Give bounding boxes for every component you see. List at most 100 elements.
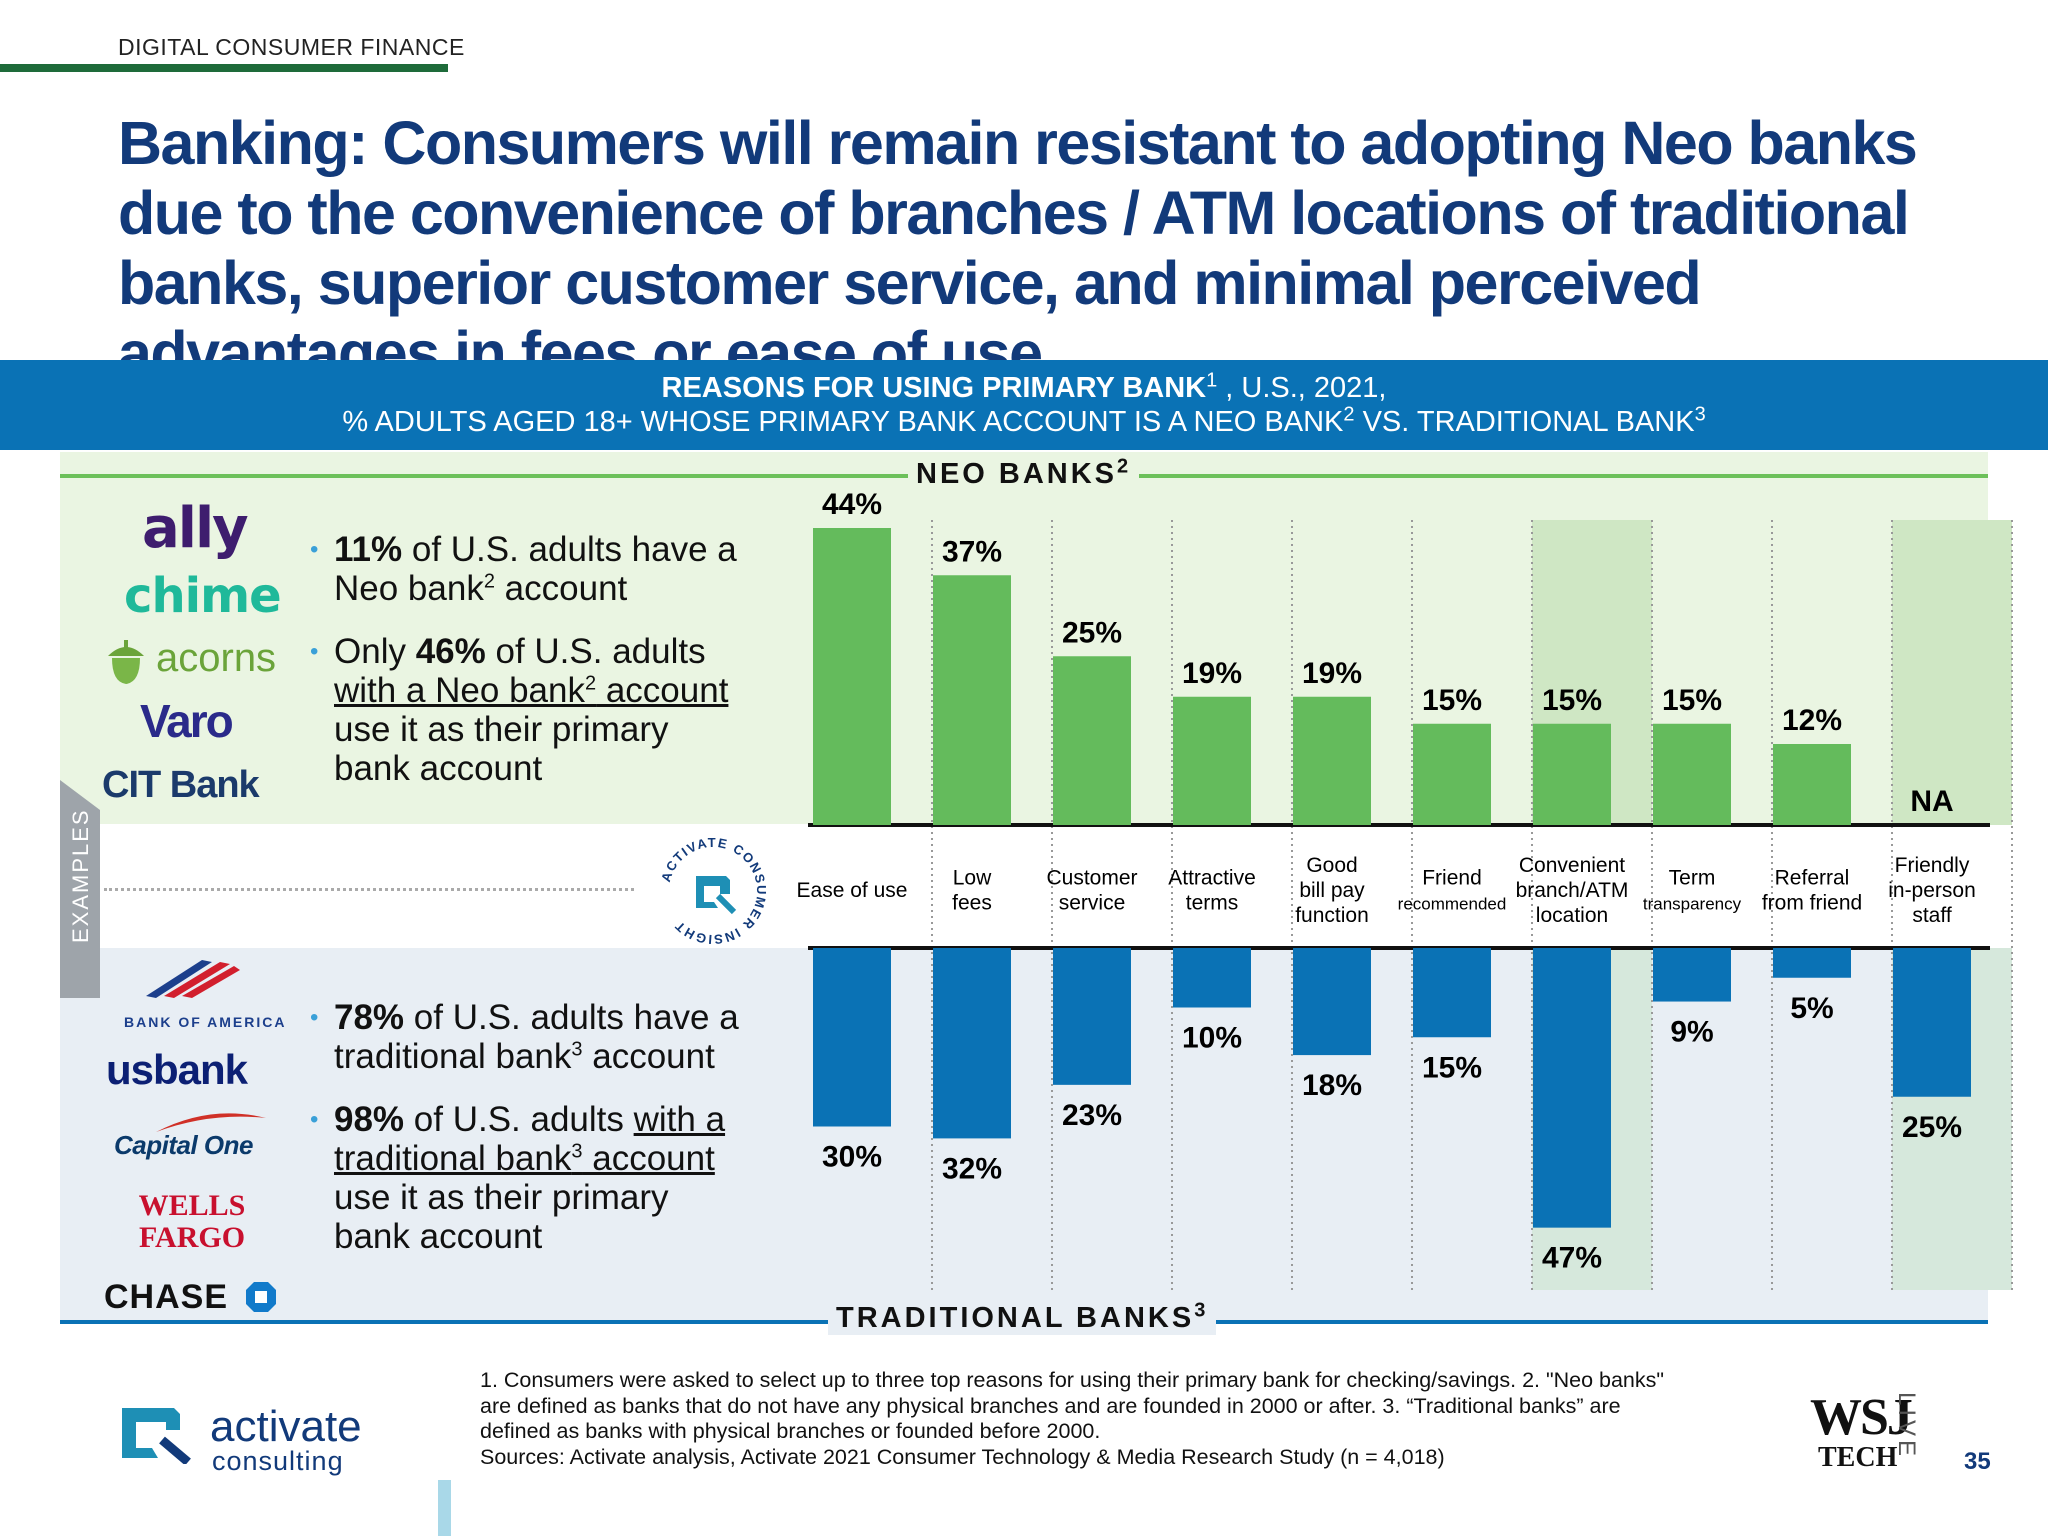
trad-bullet-2-value: 98% <box>334 1100 405 1139</box>
trad-bullet-1-end: account <box>582 1037 715 1076</box>
trad-bullet-2-line4: bank account <box>334 1217 543 1256</box>
trad-bullet-1: • 78% of U.S. adults have a <box>310 998 739 1037</box>
chart-banner: REASONS FOR USING PRIMARY BANK1 , U.S., … <box>0 360 2048 450</box>
traditional-bar-label: 30% <box>822 1141 882 1174</box>
neo-bar-label: 25% <box>1062 616 1122 649</box>
trad-bullet-2-line2: traditional bank3 account <box>334 1139 739 1178</box>
trad-bullet-2: • 98% of U.S. adults with a <box>310 1100 739 1139</box>
traditional-bar <box>1893 948 1971 1097</box>
neo-bar-label: 19% <box>1182 657 1242 690</box>
traditional-bar-label: 23% <box>1062 1099 1122 1132</box>
trad-bullet-2-sup: 3 <box>571 1140 583 1163</box>
category-label-line: recommended <box>1398 895 1507 914</box>
neo-bullet-2-line2: with a Neo bank2 account <box>334 671 737 710</box>
activate-brand-sub: consulting <box>212 1446 344 1476</box>
neo-bullet-2-line2-end: account <box>596 671 729 710</box>
category-label-line: Friend <box>1422 867 1482 890</box>
neo-bullet-1-sup: 2 <box>483 570 495 593</box>
traditional-bar <box>1413 948 1491 1038</box>
traditional-bar <box>1533 948 1611 1228</box>
traditional-bar <box>1173 948 1251 1008</box>
trad-bullet-1-line2-text: traditional bank <box>334 1037 572 1076</box>
capital-one-logo: Capital One <box>114 1130 253 1160</box>
cit-bank-logo: CIT Bank <box>102 764 260 806</box>
neo-bar-label: 15% <box>1422 684 1482 717</box>
wells-fargo-logo: WELLS FARGO <box>138 1189 246 1254</box>
traditional-bar <box>933 948 1011 1139</box>
neo-bar <box>1533 723 1611 825</box>
neo-bullet-2-line3: use it as their primary <box>334 710 669 749</box>
neo-bullet-2-value: 46% <box>415 632 486 671</box>
trad-bullet-1-sup: 3 <box>571 1038 583 1061</box>
category-label: Ease of use <box>797 879 908 902</box>
category-label-line: service <box>1059 892 1126 915</box>
traditional-bullets: • 78% of U.S. adults have a traditional b… <box>310 998 739 1256</box>
bullet-dot: • <box>310 1106 319 1133</box>
category-label-line: Attractive <box>1168 867 1256 890</box>
neo-bullet-1: • 11% of U.S. adults have a <box>310 530 737 569</box>
neo-bar-label: 15% <box>1662 684 1722 717</box>
neo-bullet-1-text: of U.S. adults have a <box>402 530 737 569</box>
neo-banks-label-text: NEO BANKS <box>916 458 1118 490</box>
wsj-logo: WSJ <box>1810 1389 1913 1446</box>
chase-octagon-icon <box>246 1282 276 1312</box>
neo-banks-label: NEO BANKS2 <box>908 455 1140 491</box>
traditional-bar-label: 15% <box>1422 1051 1482 1084</box>
neo-banks-label-sup: 2 <box>1117 455 1132 478</box>
footnote-line-3: defined as banks with physical branches … <box>480 1419 1101 1443</box>
bullet-dot: • <box>310 638 319 665</box>
neo-bar <box>813 528 891 825</box>
neo-bullet-2-pre: Only <box>334 632 416 671</box>
category-label-line: Customer <box>1046 867 1137 890</box>
neo-bar <box>1293 696 1371 825</box>
neo-bullet-1-line2-text: Neo bank <box>334 569 484 608</box>
activate-logo-icon <box>122 1408 191 1464</box>
traditional-bar <box>1773 948 1851 978</box>
neo-bar-label: NA <box>1910 785 1953 818</box>
banner-sub-sup2: 3 <box>1694 403 1706 426</box>
category-label-line: Convenient <box>1519 854 1625 877</box>
ally-logo: ally <box>142 496 249 561</box>
bottom-accent-bar <box>438 1480 451 1536</box>
trad-bullet-2-line2-end: account <box>582 1139 715 1178</box>
footnote-line-1: 1. Consumers were asked to select up to … <box>480 1368 1665 1392</box>
category-label-line: branch/ATM <box>1516 879 1629 902</box>
category-label: Term transparency <box>1643 867 1742 914</box>
traditional-bar-label: 10% <box>1182 1022 1242 1055</box>
banner-title-sup: 1 <box>1206 369 1218 392</box>
neo-bullet-2-line4: bank account <box>334 749 543 788</box>
footnote-sources: Sources: Activate analysis, Activate 202… <box>480 1444 1445 1469</box>
neo-bar-label: 37% <box>942 535 1002 568</box>
trad-bullet-2-text: of U.S. adults <box>404 1100 634 1139</box>
neo-bullet-2-text: of U.S. adults <box>485 632 706 671</box>
section-rule <box>0 64 448 72</box>
category-label: Low fees <box>952 867 992 915</box>
category-label-line: Ease of use <box>797 879 908 902</box>
category-label-line: Term <box>1669 867 1716 890</box>
banner-title-main: REASONS FOR USING PRIMARY BANK <box>661 372 1207 404</box>
insight-badge: ACTIVATE CONSUMER INSIGHT <box>658 835 768 947</box>
neo-bar <box>933 575 1011 825</box>
traditional-banks-label-sup: 3 <box>1194 1299 1209 1322</box>
usbank-logo: usbank <box>106 1046 248 1093</box>
category-label-line: bill pay <box>1299 879 1365 902</box>
banner-title-rest: , U.S., 2021, <box>1217 372 1387 404</box>
trad-bullet-2-line2-text: traditional bank <box>334 1139 572 1178</box>
category-label-line: Low <box>953 867 992 890</box>
banner-line-1: REASONS FOR USING PRIMARY BANK1 , U.S., … <box>0 369 2048 405</box>
category-label: Good bill pay function <box>1295 854 1369 927</box>
bullet-dot: • <box>310 1004 319 1031</box>
category-label: Friend recommended <box>1398 867 1507 914</box>
trad-bullet-1-line2: traditional bank3 account <box>334 1037 739 1076</box>
activate-brand-name: activate <box>210 1402 362 1451</box>
category-label-line: Good <box>1306 854 1357 877</box>
traditional-bar-label: 18% <box>1302 1069 1362 1102</box>
category-label-line: in-person <box>1888 879 1976 902</box>
category-label-line: function <box>1295 904 1369 927</box>
examples-divider <box>104 888 634 891</box>
category-label-line: transparency <box>1643 895 1742 914</box>
acorn-icon <box>108 640 144 684</box>
bank-of-america-logo: BANK OF AMERICA <box>124 1014 287 1030</box>
chime-logo: chime <box>124 568 282 624</box>
